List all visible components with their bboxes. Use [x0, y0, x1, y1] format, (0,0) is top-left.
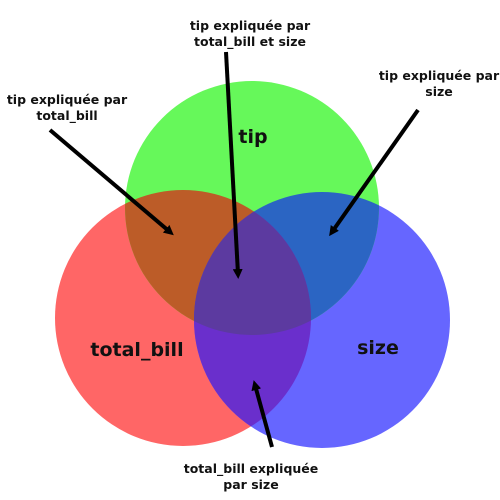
annotation-line: size — [425, 84, 453, 99]
annotation-line: tip expliquée par — [189, 18, 311, 33]
annotation-tip-total-bill: tip expliquée par total_bill — [0, 92, 134, 124]
annotation-line: tip expliquée par — [378, 68, 500, 83]
annotation-line: total_bill et size — [194, 34, 306, 49]
annotation-line: tip expliquée par — [6, 92, 128, 107]
arrow-total-bill-size — [251, 380, 274, 448]
annotation-tip-total-bill-size: tip expliquée par total_bill et size — [160, 18, 340, 50]
annotation-tip-size: tip expliquée par size — [370, 68, 500, 100]
annotation-line: par size — [223, 477, 279, 492]
annotation-total-bill-size: total_bill expliquée par size — [176, 461, 326, 493]
label-total-bill: total_bill — [90, 339, 183, 361]
arrow-tip-size — [329, 108, 420, 237]
label-size: size — [357, 337, 399, 359]
arrow-tip-total-bill-size — [224, 51, 243, 279]
annotation-line: total_bill — [36, 108, 98, 123]
label-tip: tip — [238, 126, 267, 148]
annotation-line: total_bill expliquée — [183, 461, 319, 476]
arrow-tip-total-bill — [48, 128, 174, 236]
region-all-three — [194, 192, 311, 335]
